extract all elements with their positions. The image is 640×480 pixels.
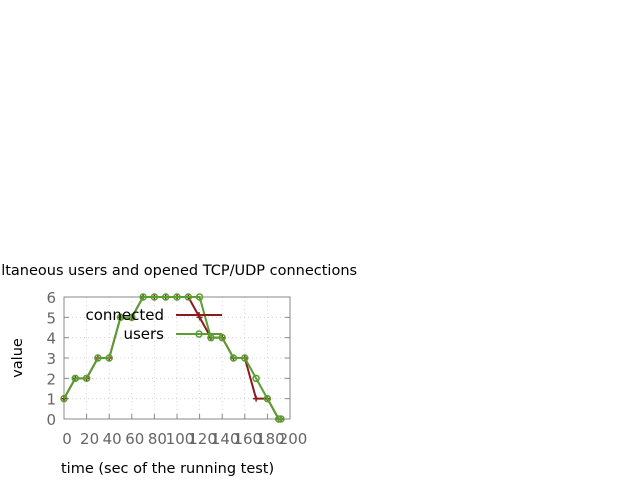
x-tick-label: 200 — [279, 430, 308, 448]
point-circle — [277, 415, 285, 423]
y-tick-label: 3 — [46, 350, 56, 368]
point-circle — [161, 293, 170, 301]
point-circle — [82, 374, 91, 383]
point-circle — [274, 415, 283, 423]
point-circle — [241, 354, 249, 362]
point-circle — [60, 394, 68, 403]
y-axis-label: value — [10, 338, 26, 378]
chart-title: ultaneous users and opened TCP/UDP conne… — [0, 263, 357, 279]
point-plus — [196, 312, 202, 318]
x-tick-label: 20 — [80, 430, 99, 448]
point-circle — [252, 374, 260, 383]
series-lines — [60, 293, 285, 423]
point-circle — [218, 333, 226, 342]
legend-label: users — [123, 325, 164, 343]
x-tick-label: 40 — [103, 430, 122, 448]
x-tick-label: 180 — [256, 430, 285, 448]
y-tick-label: 6 — [46, 289, 56, 307]
point-circle — [184, 293, 193, 301]
series-users — [60, 293, 285, 423]
y-tick-label: 0 — [46, 411, 56, 429]
point-circle — [94, 354, 102, 362]
point-circle — [229, 354, 238, 362]
x-tick-label: 140 — [211, 430, 240, 448]
x-tick-label: 0 — [62, 430, 72, 448]
point-circle — [71, 374, 80, 383]
y-tick-label: 4 — [46, 330, 56, 348]
x-tick-label: 120 — [188, 430, 217, 448]
y-tick-label: 2 — [46, 370, 56, 388]
legend-label: connected — [85, 306, 164, 324]
x-tick-label: 100 — [166, 430, 195, 448]
point-circle — [128, 313, 136, 322]
point-plus — [253, 395, 260, 402]
x-axis-label: time (sec of the running test) — [61, 461, 274, 477]
point-circle — [195, 293, 204, 301]
point-circle — [139, 293, 147, 301]
point-circle — [105, 354, 113, 362]
x-tick-label: 80 — [148, 430, 167, 448]
x-tick-label: 160 — [233, 430, 262, 448]
point-circle — [116, 313, 125, 322]
point-circle — [263, 394, 272, 403]
y-tick-label: 1 — [46, 391, 56, 409]
point-circle — [150, 293, 159, 301]
point-circle — [173, 293, 181, 301]
y-tick-label: 5 — [46, 309, 56, 327]
point-circle — [195, 330, 203, 338]
x-tick-label: 60 — [125, 430, 144, 448]
series-line-users — [63, 296, 281, 420]
